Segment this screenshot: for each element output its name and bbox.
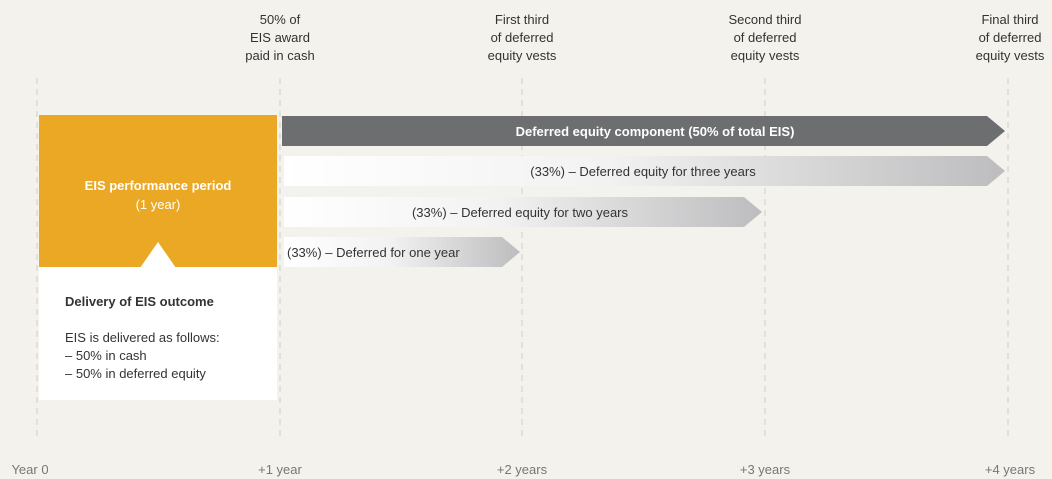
arrow-label: (33%) – Deferred equity for two years [412, 205, 629, 220]
arrow-label: (33%) – Deferred for one year [287, 245, 460, 260]
year-label: +3 years [740, 462, 791, 477]
performance-box [39, 115, 277, 267]
milestone-label: equity vests [488, 48, 557, 63]
milestone-label: of deferred [734, 30, 797, 45]
pointer [140, 242, 176, 268]
milestone-label: 50% of [260, 12, 301, 27]
arrow-label: Deferred equity component (50% of total … [516, 124, 795, 139]
arrow [284, 197, 762, 227]
milestone-label: of deferred [491, 30, 554, 45]
milestone-label: EIS award [250, 30, 310, 45]
delivery-box [39, 267, 277, 400]
milestone-label: Final third [981, 12, 1038, 27]
arrow [284, 237, 520, 267]
milestone-label: paid in cash [245, 48, 314, 63]
arrow [284, 156, 1005, 186]
milestone-label: First third [495, 12, 549, 27]
arrow-label: (33%) – Deferred equity for three years [530, 164, 756, 179]
milestone-label: Second third [729, 12, 802, 27]
performance-title: EIS performance period [85, 178, 232, 193]
delivery-title: Delivery of EIS outcome [65, 294, 214, 309]
delivery-line: EIS is delivered as follows: [65, 330, 220, 345]
milestone-label: equity vests [731, 48, 800, 63]
milestone-label: equity vests [976, 48, 1045, 63]
arrow [282, 116, 1005, 146]
year-label: +1 year [258, 462, 302, 477]
delivery-line: – 50% in cash [65, 348, 147, 363]
milestone-label: of deferred [979, 30, 1042, 45]
performance-subtitle: (1 year) [136, 197, 181, 212]
year-label: +4 years [985, 462, 1036, 477]
year-label: Year 0 [11, 462, 48, 477]
delivery-line: – 50% in deferred equity [65, 366, 206, 381]
year-label: +2 years [497, 462, 548, 477]
